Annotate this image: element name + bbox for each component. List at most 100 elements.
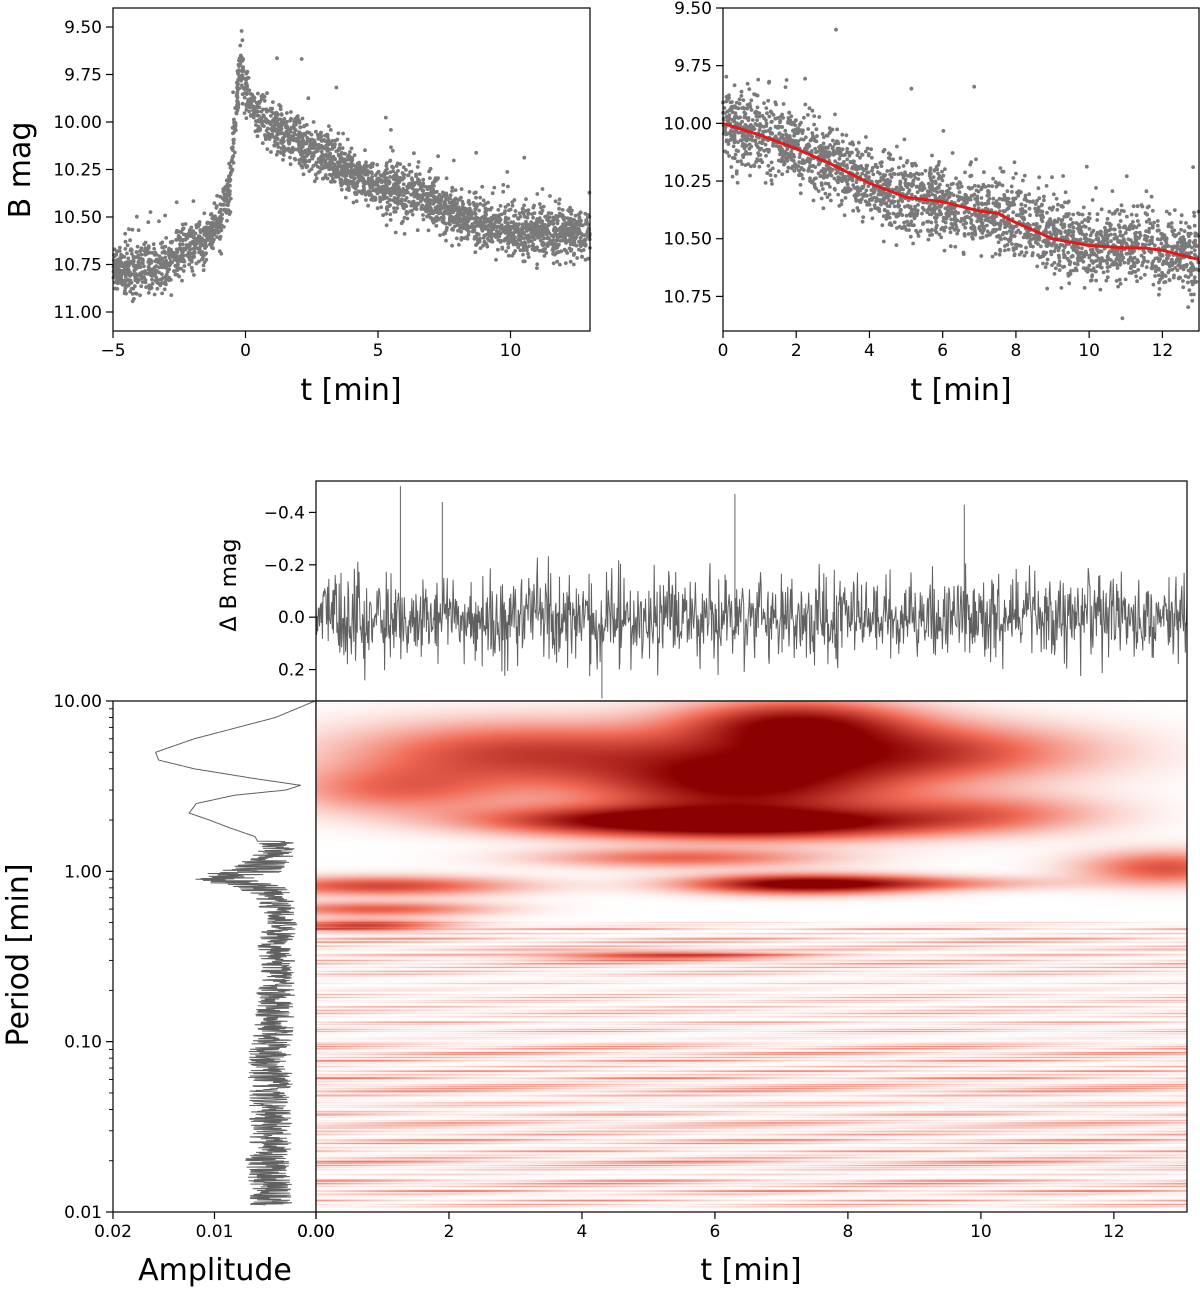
lightcurve-point [310,152,315,157]
lightcurve-point [330,179,334,184]
decay-point [916,234,921,238]
lightcurve-point [384,179,389,184]
decay-point [826,173,830,178]
lightcurve-point [384,163,389,168]
lightcurve-point [402,206,406,211]
decay-point [1057,263,1062,268]
decay-point [938,182,942,187]
decay-point [874,196,879,200]
lightcurve-point [560,208,565,212]
lightcurve-point [520,206,525,211]
lightcurve-point [164,236,169,240]
lightcurve-point [479,220,484,224]
lightcurve-point [139,252,144,257]
decay-point [902,137,907,142]
lightcurve-point [349,181,354,186]
lightcurve-point [204,225,209,230]
lightcurve-point [248,113,253,118]
lightcurve-point [453,204,457,209]
lightcurve-point [328,166,333,171]
lightcurve-point [371,180,376,184]
lightcurve-point [381,187,386,191]
lightcurve-point [157,219,161,224]
decay-point [768,173,773,178]
lightcurve-point [270,106,275,111]
decay-point [1150,225,1155,230]
lightcurve-point [544,251,549,255]
decay-point [1125,214,1129,219]
decay-point [1014,230,1018,235]
decay-point [970,212,974,217]
lightcurve-point [379,180,384,185]
lightcurve-point [142,264,146,269]
decay-point [913,204,917,209]
decay-point [1122,260,1127,265]
lightcurve-point [398,162,403,167]
decay-point [848,160,853,164]
lightcurve-point [314,176,319,181]
lightcurve-point [533,224,538,229]
decay-point [730,174,735,179]
decay-point [803,76,807,81]
decay-point [1140,263,1144,268]
lightcurve-point [425,187,430,192]
decay-point [930,153,934,158]
lightcurve-point [563,261,568,265]
lightcurve-point [470,223,475,228]
decay-point [914,228,918,233]
lightcurve-point [461,220,466,225]
lightcurve-point [549,241,554,246]
lightcurve-point [189,225,194,230]
lightcurve-point [150,277,154,282]
lightcurve-point [370,175,374,179]
decay-point [1080,246,1084,251]
lightcurve-ytick-label: 10.75 [53,256,102,276]
lightcurve-point [254,123,258,127]
lightcurve-point [254,119,258,123]
lightcurve-point [561,216,566,220]
decay-point [871,172,876,177]
decay-point [961,250,966,255]
lightcurve-point [395,206,400,211]
lightcurve-point [502,226,507,230]
lightcurve-point [288,127,293,132]
decay-point [1094,186,1098,190]
lightcurve-point [189,265,194,270]
lightcurve-point [500,247,505,251]
lightcurve-point [370,183,374,188]
decay-point [947,195,951,200]
decay-point [1063,190,1068,195]
lightcurve-point [480,184,485,189]
lightcurve-point [418,199,423,204]
lightcurve-point [587,214,592,219]
decay-point [730,104,734,109]
lightcurve-point [497,230,502,235]
decay-point [835,150,840,155]
lightcurve-point [160,240,165,245]
decay-point [920,172,924,176]
lightcurve-point [217,222,222,227]
lightcurve-point [228,189,232,194]
decay-point [1099,249,1104,254]
lightcurve-point [489,227,494,232]
lightcurve-point [475,219,480,224]
lightcurve-point [204,257,209,262]
lightcurve-point [397,188,402,193]
decay-point [757,164,762,169]
decay-point [851,183,856,188]
lightcurve-point [350,170,355,175]
lightcurve-point [495,217,500,221]
lightcurve-point [438,202,443,206]
decay-point [935,223,939,228]
lightcurve-point [140,280,145,284]
lightcurve-point [436,154,440,159]
decay-point [928,233,932,238]
lightcurve-point [443,231,448,236]
decay-point [1062,255,1066,260]
lightcurve-point [569,212,574,216]
decay-point [821,176,826,180]
lightcurve-point [405,211,410,216]
lightcurve-point [118,245,122,250]
lightcurve-point [231,131,235,136]
lightcurve-point [437,197,441,202]
